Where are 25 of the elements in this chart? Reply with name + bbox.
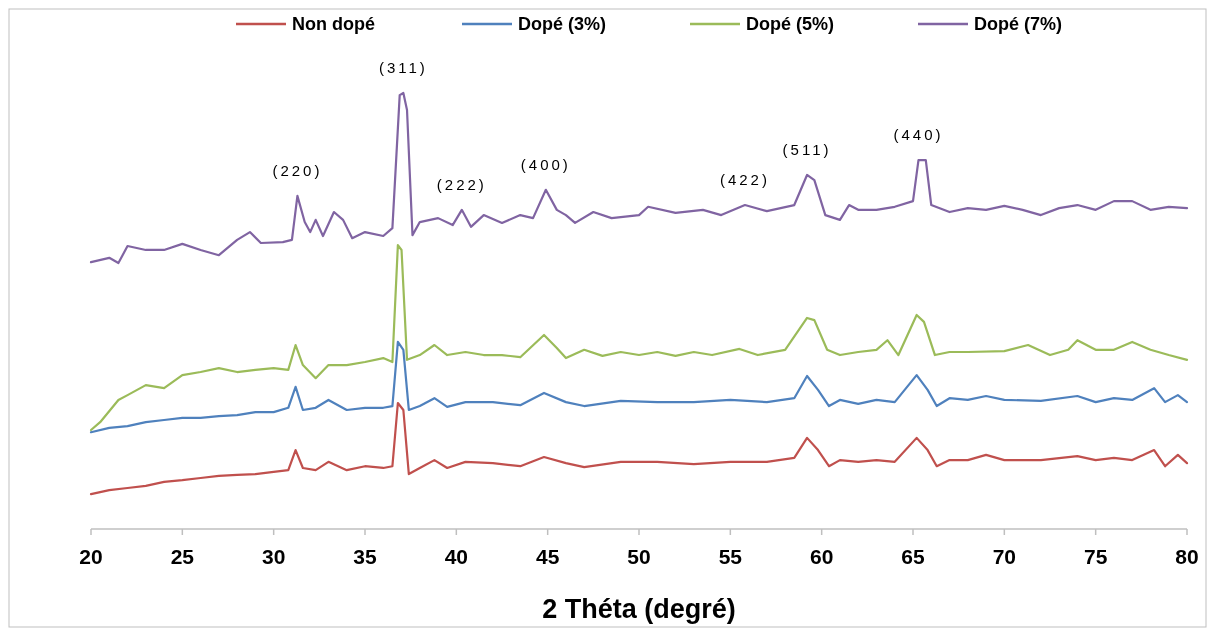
x-tick-label: 60 [809,545,834,568]
annotation: (511) [782,140,832,158]
x-tick-label: 30 [261,545,286,568]
x-tick-label: 55 [718,545,743,568]
x-tick-label: 65 [901,545,925,568]
annotation: (220) [272,161,323,179]
x-tick-label: 80 [1175,545,1199,568]
annotation: (311) [378,59,428,76]
x-axis-title: 2 Théta (degré) [542,594,736,624]
legend-label: Dopé (3%) [518,14,607,34]
x-tick-label: 45 [535,545,560,568]
x-tick-label: 70 [992,545,1017,568]
x-tick-label: 40 [444,545,469,568]
x-tick-label: 25 [170,545,195,568]
annotation: (440) [893,126,944,144]
x-tick-label: 75 [1083,545,1108,568]
x-tick-label: 20 [79,545,103,568]
annotation: (222) [436,175,487,193]
annotation: (400) [520,155,571,173]
annotation: (422) [719,171,770,189]
x-tick-label: 50 [627,545,651,568]
legend-label: Dopé (5%) [746,14,835,34]
x-tick-label: 35 [353,545,377,568]
legend-label: Non dopé [292,14,375,34]
legend-label: Dopé (7%) [974,14,1063,34]
